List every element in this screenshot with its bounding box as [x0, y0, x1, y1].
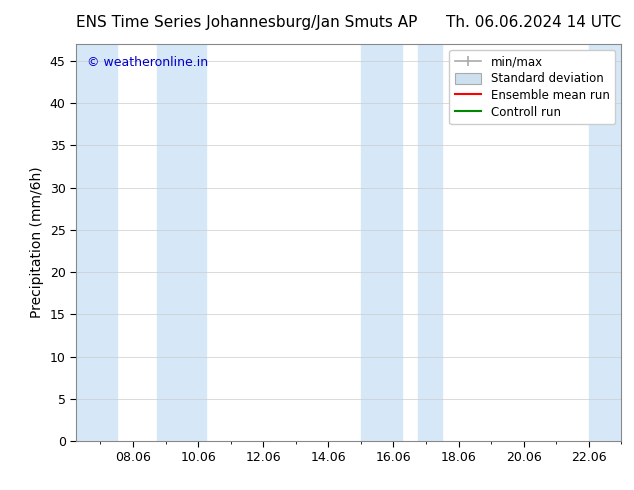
Text: © weatheronline.in: © weatheronline.in: [87, 56, 208, 69]
Y-axis label: Precipitation (mm/6h): Precipitation (mm/6h): [30, 167, 44, 318]
Bar: [157, 44, 206, 441]
Bar: [418, 44, 443, 441]
Legend: min/max, Standard deviation, Ensemble mean run, Controll run: min/max, Standard deviation, Ensemble me…: [450, 50, 616, 124]
Bar: [76, 44, 117, 441]
Bar: [589, 44, 621, 441]
Text: Th. 06.06.2024 14 UTC: Th. 06.06.2024 14 UTC: [446, 15, 621, 30]
Bar: [361, 44, 401, 441]
Text: ENS Time Series Johannesburg/Jan Smuts AP: ENS Time Series Johannesburg/Jan Smuts A…: [76, 15, 417, 30]
